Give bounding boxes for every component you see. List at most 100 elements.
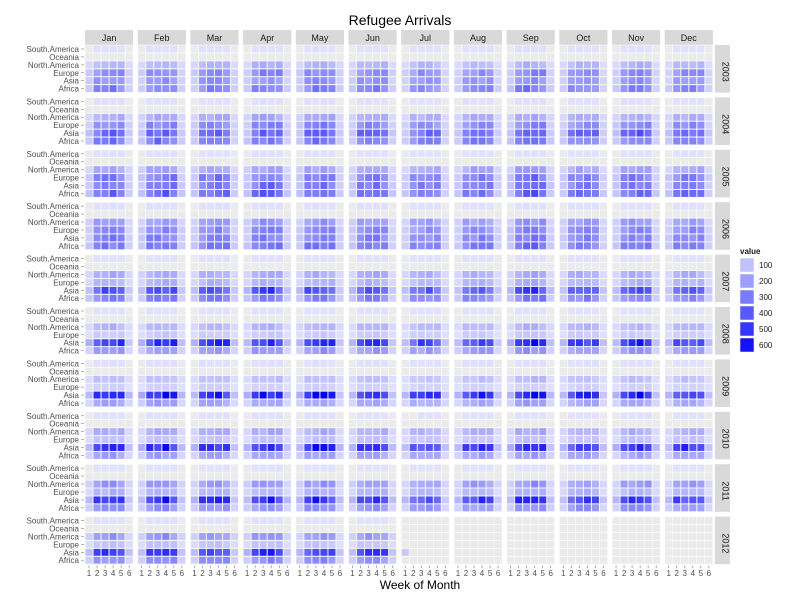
heatmap-cell [628, 307, 636, 315]
heatmap-cell [243, 270, 251, 278]
heatmap-cell [304, 113, 312, 121]
heatmap-cell [312, 451, 320, 459]
heatmap-cell [198, 294, 206, 302]
heatmap-cell [101, 556, 109, 564]
heatmap-cell [336, 428, 344, 436]
heatmap-cell [697, 218, 705, 226]
heatmap-cell [652, 242, 660, 250]
heatmap-cell [312, 383, 320, 391]
heatmap-cell [673, 242, 681, 250]
heatmap-cell [349, 391, 357, 399]
heatmap-cell [539, 307, 547, 315]
heatmap-cell [705, 226, 713, 234]
heatmap-cell [515, 174, 523, 182]
heatmap-cell [373, 129, 381, 137]
heatmap-cell [673, 77, 681, 85]
heatmap-cell [433, 77, 441, 85]
heatmap-cell [357, 182, 365, 189]
heatmap-cell [486, 166, 494, 174]
heatmap-cell [652, 488, 660, 496]
heatmap-cell [365, 294, 373, 302]
heatmap-cell [109, 504, 117, 512]
heatmap-cell [620, 69, 628, 77]
heatmap-cell [705, 278, 713, 286]
heatmap-cell [494, 218, 502, 226]
heatmap-cell [85, 504, 93, 512]
heatmap-cell [138, 399, 146, 407]
heatmap-cell [231, 226, 239, 234]
heatmap-cell [425, 444, 433, 451]
heatmap-cell [259, 548, 267, 556]
heatmap-cell [296, 451, 304, 459]
heatmap-cell [170, 234, 178, 242]
heatmap-cell [433, 61, 441, 69]
heatmap-cell [320, 428, 328, 436]
heatmap-cell [486, 399, 494, 407]
heatmap-cell [515, 436, 523, 444]
heatmap-cell [417, 444, 425, 451]
heatmap-cell [697, 488, 705, 496]
heatmap-cell [433, 69, 441, 77]
heatmap-cell [373, 202, 381, 210]
facet-strip-label: 2007 [721, 271, 731, 291]
heatmap-cell [644, 85, 652, 93]
heatmap-cell [381, 255, 389, 263]
heatmap-cell [599, 166, 607, 174]
heatmap-cell [304, 45, 312, 53]
heatmap-cell [243, 69, 251, 77]
heatmap-cell [231, 61, 239, 69]
heatmap-cell [154, 189, 162, 197]
heatmap-cell [312, 77, 320, 85]
heatmap-cell [138, 347, 146, 355]
heatmap-cell [162, 242, 170, 250]
heatmap-cell [198, 85, 206, 93]
heatmap-cell [652, 182, 660, 189]
heatmap-cell [515, 331, 523, 339]
heatmap-cell [689, 113, 697, 121]
heatmap-cell [312, 428, 320, 436]
heatmap-cell [267, 189, 275, 197]
heatmap-cell [275, 286, 283, 294]
heatmap-cell [381, 339, 389, 347]
heatmap-cell [215, 383, 223, 391]
heatmap-cell [539, 451, 547, 459]
heatmap-cell [454, 504, 462, 512]
heatmap-cell [673, 113, 681, 121]
heatmap-cell [336, 278, 344, 286]
heatmap-cell [231, 383, 239, 391]
heatmap-cell [243, 504, 251, 512]
heatmap-cell [673, 121, 681, 129]
heatmap-cell [409, 226, 417, 234]
heatmap-cell [523, 121, 531, 129]
heatmap-cell [644, 286, 652, 294]
heatmap-cell [125, 480, 133, 488]
heatmap-cell [85, 270, 93, 278]
heatmap-cell [591, 464, 599, 472]
facet-strip-month [664, 30, 713, 45]
heatmap-cell [441, 137, 449, 145]
heatmap-cell [259, 451, 267, 459]
heatmap-cell [515, 218, 523, 226]
y-tick-label: Africa [59, 556, 80, 565]
heatmap-cell [275, 323, 283, 331]
heatmap-cell [267, 556, 275, 564]
heatmap-cell [389, 451, 397, 459]
heatmap-cell [486, 113, 494, 121]
heatmap-cell [365, 391, 373, 399]
heatmap-cell [243, 436, 251, 444]
heatmap-cell [365, 255, 373, 263]
heatmap-cell [409, 77, 417, 85]
heatmap-cell [170, 323, 178, 331]
heatmap-cell [599, 347, 607, 355]
heatmap-cell [539, 85, 547, 93]
heatmap-cell [365, 480, 373, 488]
heatmap-cell [583, 150, 591, 158]
heatmap-cell [425, 150, 433, 158]
heatmap-cell [462, 97, 470, 105]
heatmap-cell [275, 61, 283, 69]
heatmap-cell [243, 174, 251, 182]
heatmap-cell [357, 218, 365, 226]
heatmap-cell [138, 77, 146, 85]
heatmap-cell [697, 255, 705, 263]
heatmap-cell [575, 286, 583, 294]
